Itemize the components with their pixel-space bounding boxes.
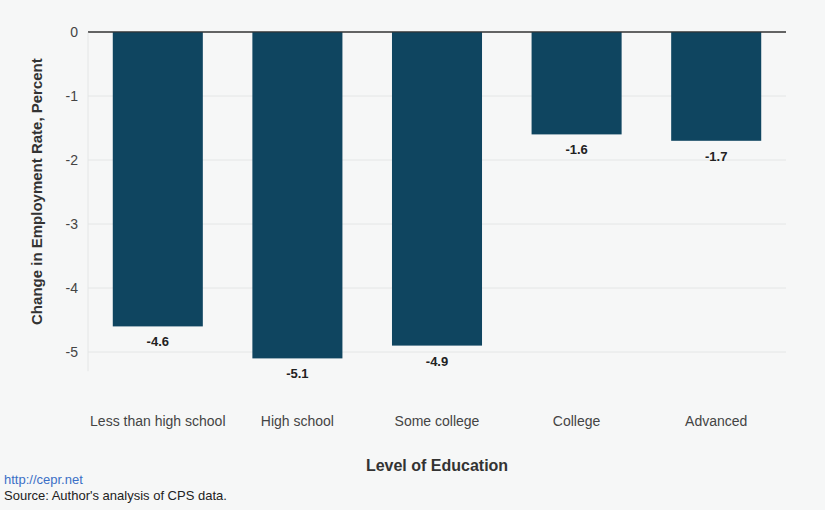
y-axis-title: Change in Employment Rate, Percent (28, 58, 45, 325)
x-tick-label: College (553, 413, 601, 429)
grid (88, 32, 786, 352)
bar (252, 32, 342, 358)
source-note: Source: Author's analysis of CPS data. (4, 488, 227, 503)
data-label: -4.6 (147, 334, 169, 349)
x-tick-label: High school (261, 413, 334, 429)
x-tick-label: Less than high school (90, 413, 225, 429)
background (0, 0, 825, 510)
x-axis-title: Level of Education (366, 457, 508, 474)
source-url: http://cepr.net (4, 472, 83, 487)
y-tick-label: -4 (66, 280, 79, 296)
bar (113, 32, 203, 326)
data-label: -5.1 (286, 366, 308, 381)
x-tick-label: Advanced (685, 413, 747, 429)
y-tick-label: -5 (66, 344, 79, 360)
grid-line (88, 32, 786, 33)
x-tick-label: Some college (395, 413, 480, 429)
bar (392, 32, 482, 346)
chart-svg: 0 -1 -2 -3 -4 -5 -4.6 -5.1 -4.9 -1.6 -1.7 Less than… (0, 0, 825, 510)
y-tick-label: -2 (66, 152, 79, 168)
y-tick-label: -3 (66, 216, 79, 232)
grid-line (88, 352, 786, 353)
y-axis-line (88, 32, 89, 371)
data-label: -1.7 (705, 149, 727, 164)
zero-line (88, 32, 786, 33)
data-label: -4.9 (426, 354, 448, 369)
data-label: -1.6 (565, 142, 587, 157)
bars (113, 32, 761, 358)
bar (671, 32, 761, 141)
y-tick-label: 0 (70, 24, 78, 40)
y-tick-label: -1 (66, 88, 79, 104)
bar (532, 32, 622, 134)
chart: 0 -1 -2 -3 -4 -5 -4.6 -5.1 -4.9 -1.6 -1.7 Less than… (0, 0, 825, 510)
